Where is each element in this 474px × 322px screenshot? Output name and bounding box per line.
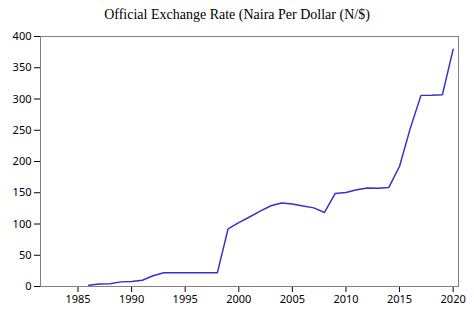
svg-text:2015: 2015 [387,291,412,306]
svg-text:250: 250 [13,122,32,137]
html-text:Official Exchange Rate (Naira: Official Exchange Rate (Naira Per Dollar… [104,7,370,22]
svg-text:300: 300 [13,91,32,106]
svg-text:1990: 1990 [119,291,144,306]
svg-text:2010: 2010 [333,291,358,306]
svg-text:50: 50 [19,247,32,262]
svg-text:2005: 2005 [280,291,305,306]
svg-text:150: 150 [13,184,32,199]
svg-text:0: 0 [25,278,31,293]
svg-text:200: 200 [13,153,32,168]
svg-text:350: 350 [13,59,32,74]
svg-text:2020: 2020 [441,291,466,306]
svg-text:1995: 1995 [173,291,198,306]
svg-text:400: 400 [13,28,32,43]
svg-text:2000: 2000 [226,291,251,306]
svg-text:100: 100 [13,216,32,231]
svg-text:1985: 1985 [65,291,90,306]
